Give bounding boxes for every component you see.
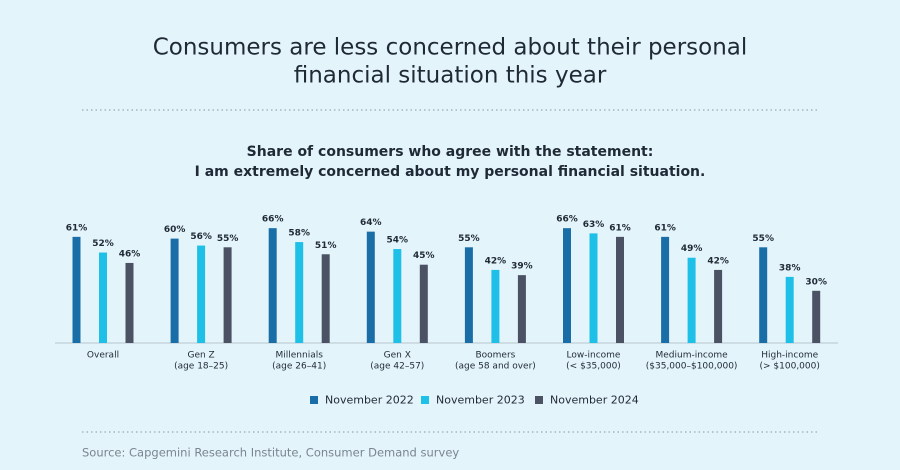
bar bbox=[687, 257, 696, 343]
x-tick-label: Medium-income bbox=[655, 351, 728, 361]
bar bbox=[714, 269, 723, 343]
x-tick-label: (age 26–41) bbox=[272, 362, 326, 372]
bar bbox=[393, 249, 402, 343]
bar bbox=[785, 276, 794, 343]
legend-swatch bbox=[421, 396, 429, 404]
bar bbox=[99, 252, 107, 343]
bar bbox=[170, 238, 179, 343]
legend-label: November 2024 bbox=[550, 394, 639, 407]
data-label: 49% bbox=[681, 244, 703, 254]
data-label: 39% bbox=[511, 262, 533, 272]
bar bbox=[366, 231, 375, 343]
source: Source: Capgemini Research Institute, Co… bbox=[82, 446, 459, 460]
bar bbox=[661, 236, 670, 343]
x-tick-label: Gen X bbox=[384, 351, 411, 361]
data-label: 66% bbox=[262, 215, 284, 225]
data-label: 42% bbox=[707, 256, 729, 266]
bar bbox=[812, 290, 821, 343]
data-label: 56% bbox=[190, 232, 212, 242]
data-label: 38% bbox=[779, 263, 801, 273]
x-tick-label: (age 42–57) bbox=[370, 362, 424, 372]
chart-title: financial situation this year bbox=[294, 63, 607, 89]
bar bbox=[616, 236, 624, 343]
x-tick-label: (< $35,000) bbox=[566, 362, 621, 372]
subtitle: I am extremely concerned about my person… bbox=[195, 164, 706, 180]
data-label: 61% bbox=[654, 223, 676, 233]
x-tick-label: High-income bbox=[761, 351, 818, 361]
bar bbox=[197, 245, 206, 343]
bar bbox=[759, 247, 768, 343]
legend-label: November 2023 bbox=[436, 394, 525, 407]
x-tick-label: Low-income bbox=[567, 351, 621, 361]
data-label: 54% bbox=[387, 236, 409, 246]
bar bbox=[268, 228, 277, 343]
data-label: 45% bbox=[413, 251, 435, 261]
bar bbox=[517, 275, 526, 343]
data-label: 64% bbox=[360, 218, 382, 228]
x-tick-label: Gen Z bbox=[187, 351, 214, 361]
bar bbox=[72, 236, 81, 343]
data-label: 66% bbox=[556, 215, 578, 225]
x-tick-label: ($35,000–$100,000) bbox=[646, 362, 738, 372]
data-label: 58% bbox=[288, 229, 310, 239]
data-label: 55% bbox=[752, 234, 774, 244]
bar bbox=[321, 254, 330, 343]
bar bbox=[464, 247, 473, 343]
data-label: 51% bbox=[315, 241, 337, 251]
x-tick-label: (age 18–25) bbox=[174, 362, 228, 372]
data-label: 61% bbox=[609, 223, 631, 233]
data-label: 55% bbox=[217, 234, 239, 244]
legend-label: November 2022 bbox=[325, 394, 414, 407]
subtitle: Share of consumers who agree with the st… bbox=[247, 144, 654, 160]
data-label: 46% bbox=[119, 249, 141, 259]
data-label: 52% bbox=[92, 239, 114, 249]
chart-title: Consumers are less concerned about their… bbox=[153, 35, 748, 61]
bar bbox=[589, 233, 598, 343]
bar bbox=[563, 228, 571, 343]
x-tick-label: (age 58 and over) bbox=[455, 362, 536, 372]
x-tick-label: Overall bbox=[87, 351, 119, 361]
data-label: 55% bbox=[458, 234, 480, 244]
data-label: 60% bbox=[164, 225, 186, 235]
data-label: 30% bbox=[805, 277, 827, 287]
bar bbox=[491, 269, 500, 343]
bar bbox=[295, 242, 304, 343]
data-label: 63% bbox=[583, 220, 605, 230]
data-label: 42% bbox=[485, 256, 507, 266]
bar bbox=[223, 247, 232, 343]
legend-swatch bbox=[535, 396, 543, 404]
x-tick-label: Millennials bbox=[275, 351, 323, 361]
x-tick-label: Boomers bbox=[475, 351, 515, 361]
x-tick-label: (> $100,000) bbox=[760, 362, 820, 372]
legend-swatch bbox=[310, 396, 318, 404]
data-label: 61% bbox=[66, 223, 88, 233]
bar bbox=[125, 262, 134, 343]
bar bbox=[419, 264, 428, 343]
